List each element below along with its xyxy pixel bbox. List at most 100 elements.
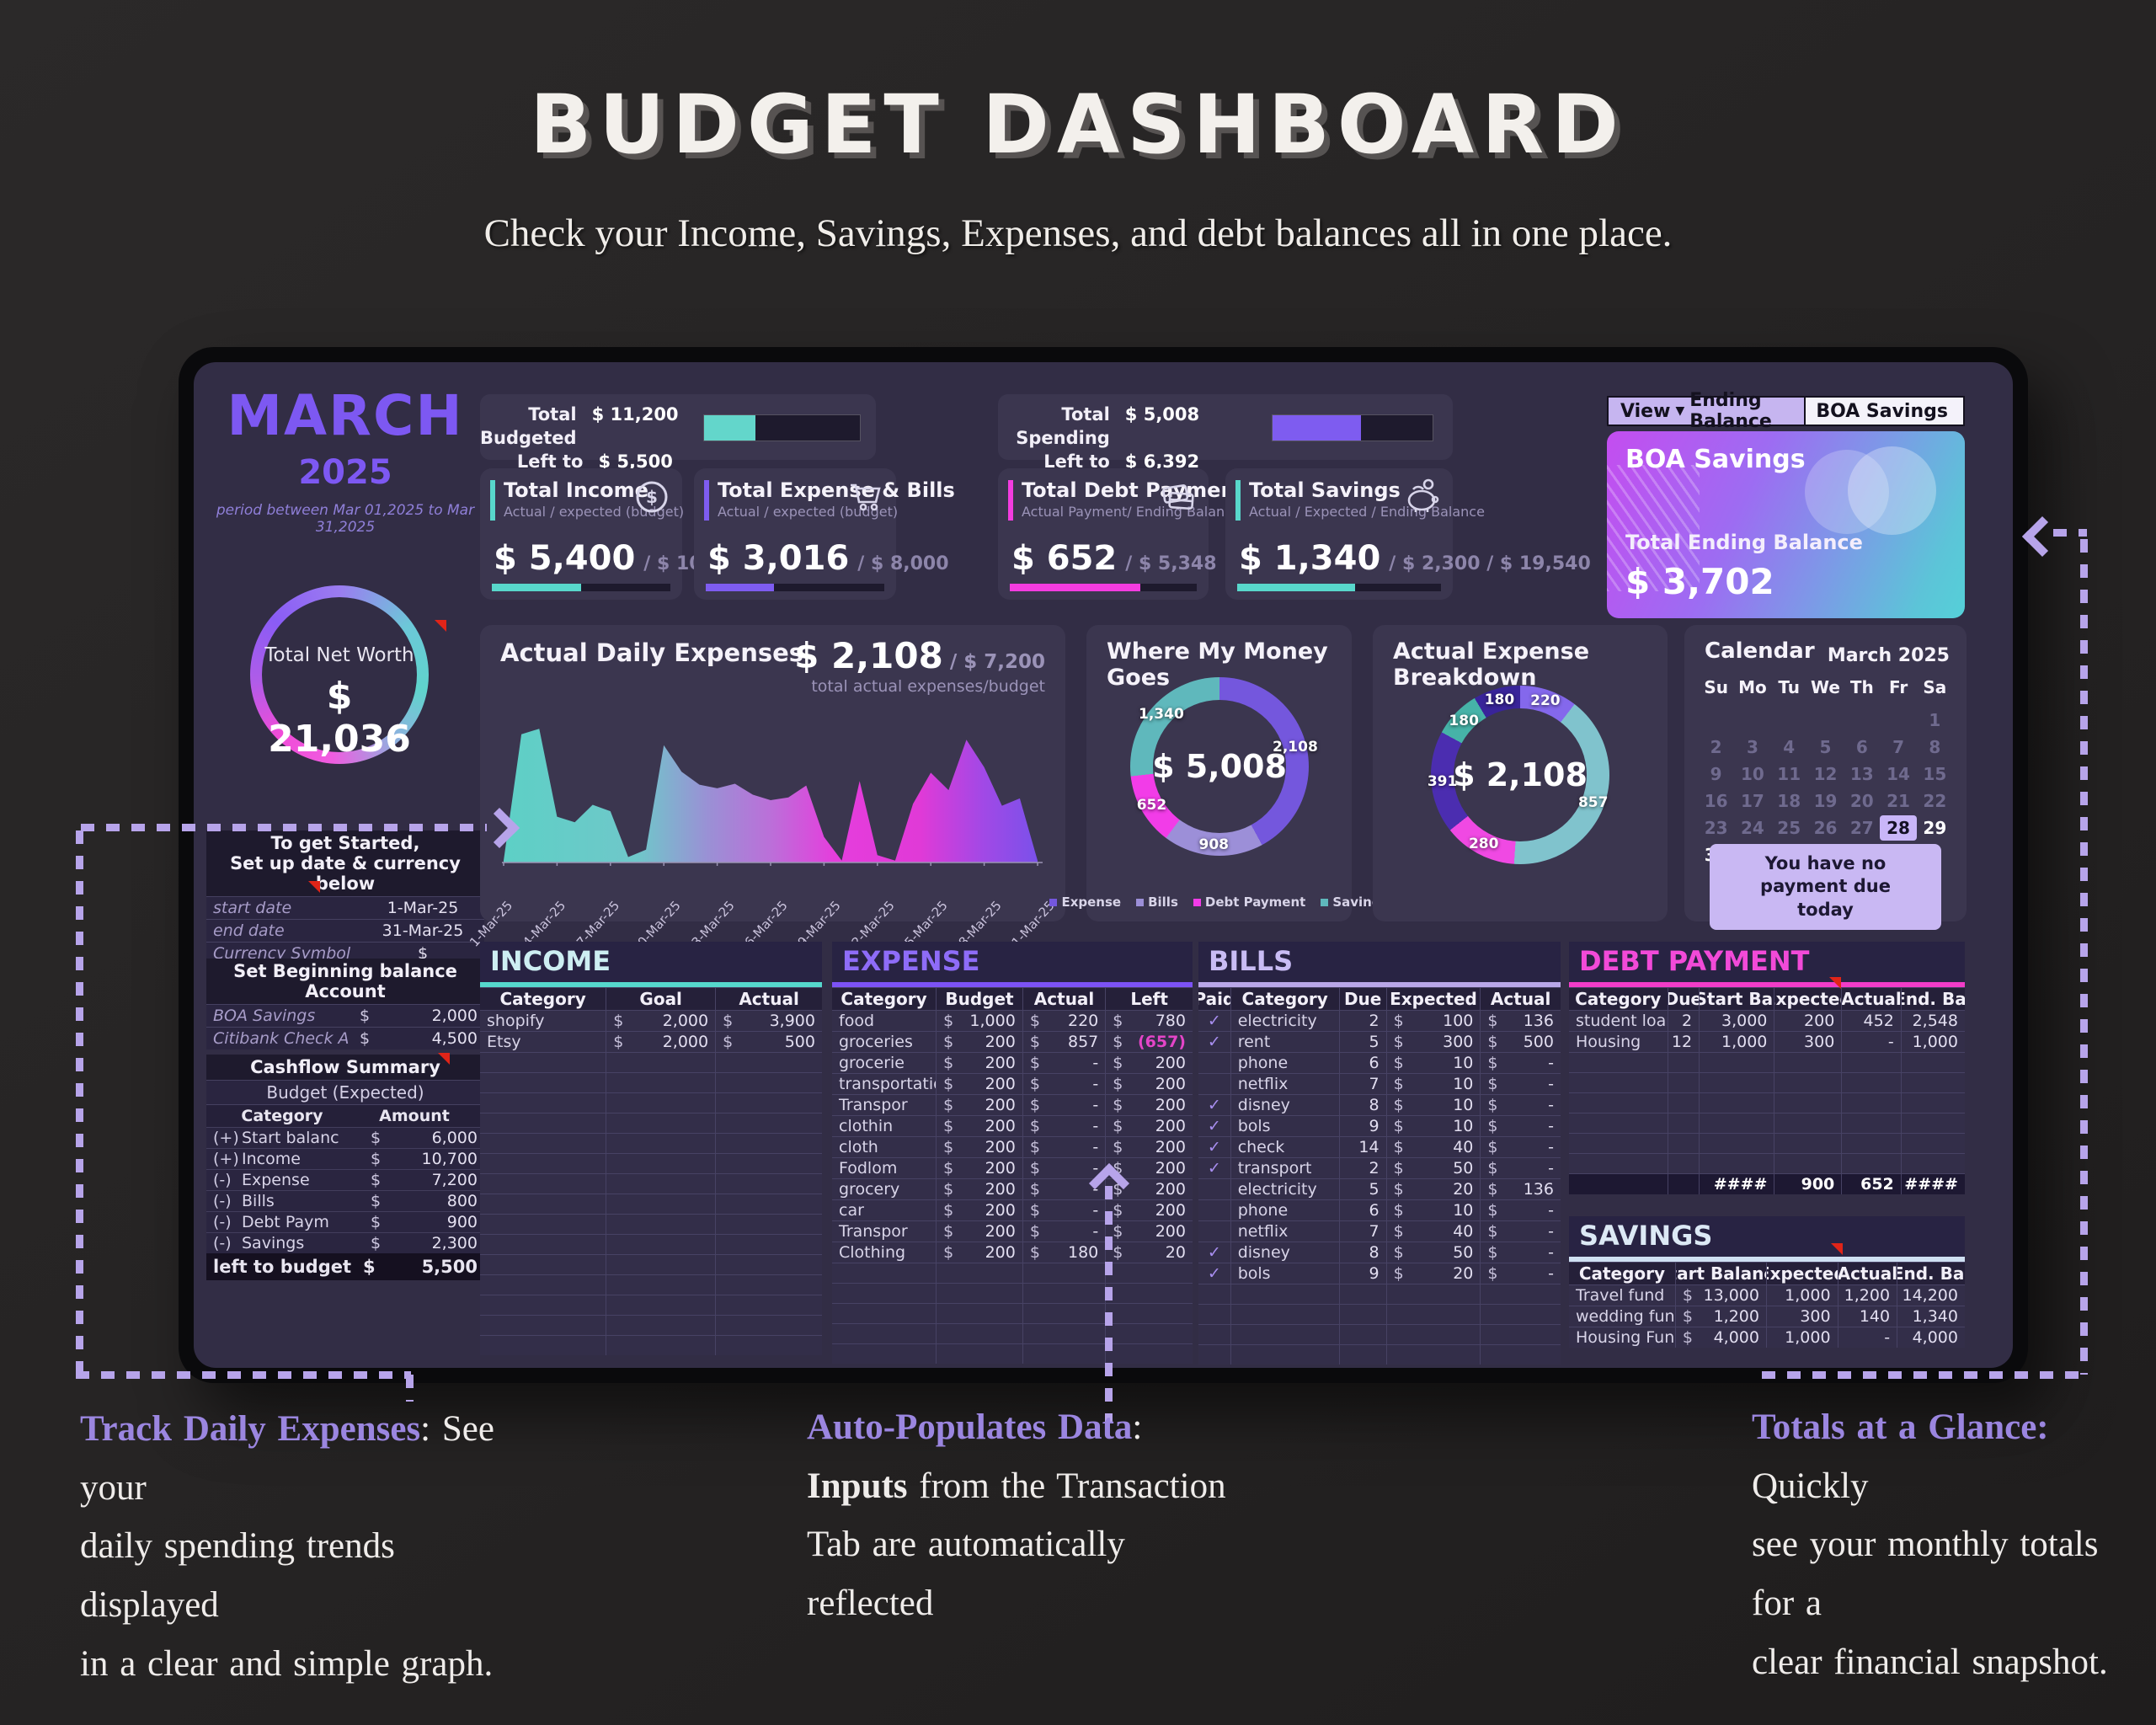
- table-row[interactable]: phone 6 $10 $ -: [1198, 1052, 1561, 1073]
- table-row[interactable]: ✓ disney 8 $50 $ -: [1198, 1242, 1561, 1263]
- table-row[interactable]: Etsy $2,000 $500: [480, 1031, 822, 1052]
- table-row-empty[interactable]: [480, 1092, 822, 1113]
- table-row[interactable]: student loan 2 3,000 200 452 2,548: [1569, 1010, 1965, 1031]
- table-row[interactable]: car $200 $ - $200: [832, 1199, 1193, 1220]
- paid-checkbox[interactable]: ✓: [1207, 1138, 1221, 1156]
- table-row-empty[interactable]: [1198, 1324, 1561, 1344]
- table-row[interactable]: Transpor $200 $ - $200: [832, 1220, 1193, 1242]
- payment-due-banner: You have no payment due today: [1710, 844, 1941, 930]
- table-row[interactable]: electricity 5 $20 $136: [1198, 1178, 1561, 1199]
- view-ending-balance-dropdown[interactable]: View ▼ Ending Balance: [1607, 390, 1805, 432]
- daily-expenses-chart-card: Actual Daily Expenses $ 2,108/ $ 7,200 t…: [467, 625, 1065, 956]
- table-row-empty[interactable]: [832, 1303, 1193, 1323]
- table-row[interactable]: clothin $200 $ - $200: [832, 1115, 1193, 1136]
- cashflow-row: (+) Income $10,700: [206, 1148, 484, 1169]
- table-row-empty[interactable]: [832, 1323, 1193, 1343]
- table-row[interactable]: Fodlom $200 $ - $200: [832, 1157, 1193, 1178]
- table-row[interactable]: food $1,000 $220 $780: [832, 1010, 1193, 1031]
- daily-chart-title: Actual Daily Expenses: [500, 638, 804, 667]
- table-row[interactable]: grocery $200 $ - $200: [832, 1178, 1193, 1199]
- table-row[interactable]: groceries $200 $857 $ (657): [832, 1031, 1193, 1052]
- calendar-day: 19: [1813, 791, 1838, 811]
- table-row-empty[interactable]: [480, 1133, 822, 1153]
- table-row-empty[interactable]: [480, 1113, 822, 1133]
- table-row-empty[interactable]: [480, 1173, 822, 1194]
- year-label: 2025: [298, 453, 392, 492]
- table-row[interactable]: Clothing $200 $180 $20: [832, 1242, 1193, 1263]
- table-row[interactable]: Housing 12 1,000 300-1,000: [1569, 1031, 1965, 1052]
- table-row[interactable]: phone 6 $10 $ -: [1198, 1199, 1561, 1220]
- selected-account[interactable]: BOA Savings: [1804, 396, 1965, 426]
- setup-row[interactable]: start date 1-Mar-25: [206, 896, 484, 919]
- paid-checkbox[interactable]: ✓: [1207, 1243, 1221, 1262]
- account-row[interactable]: Citibank Check A $4,500: [206, 1027, 484, 1049]
- table-row-empty[interactable]: [480, 1254, 822, 1274]
- table-row[interactable]: wedding fund $1,200 300 140 1,340: [1569, 1306, 1965, 1327]
- table-row[interactable]: ✓ rent 5 $300 $500: [1198, 1031, 1561, 1052]
- arrow-totals-glance: [2080, 539, 2088, 1375]
- paid-checkbox[interactable]: ✓: [1207, 1159, 1221, 1178]
- daily-chart-note: total actual expenses/budget: [811, 677, 1045, 696]
- table-title: DEBT PAYMENT: [1569, 942, 1965, 982]
- table-row[interactable]: ✓ bols 9 $20 $ -: [1198, 1263, 1561, 1284]
- arrow-totals-glance: [1762, 1371, 2084, 1379]
- table-row-empty[interactable]: [1198, 1284, 1561, 1304]
- table-row[interactable]: ✓ electricity 2 $100 $136: [1198, 1010, 1561, 1031]
- table-row[interactable]: netflix 7 $40 $ -: [1198, 1220, 1561, 1242]
- cashflow-title: Cashflow Summary: [206, 1055, 484, 1080]
- expense-breakdown-card: Actual Expense Breakdown $ 2,108 220 857 2…: [1373, 625, 1668, 921]
- table-row-empty[interactable]: [480, 1214, 822, 1234]
- table-row-empty[interactable]: [1198, 1344, 1561, 1365]
- weekday-label: Fr: [1888, 677, 1908, 697]
- month-label: MARCH: [227, 383, 464, 448]
- table-row-empty[interactable]: [832, 1283, 1193, 1303]
- table-row-empty[interactable]: [480, 1315, 822, 1335]
- period-label: period between Mar 01,2025 to Mar 31,202…: [216, 502, 475, 536]
- calendar-day: 15: [1923, 764, 1947, 784]
- table-row-empty[interactable]: [832, 1343, 1193, 1364]
- table-row-empty[interactable]: [480, 1194, 822, 1214]
- table-row-empty[interactable]: [480, 1234, 822, 1254]
- table-row-empty[interactable]: [1569, 1052, 1965, 1072]
- table-row-empty[interactable]: [1569, 1133, 1965, 1153]
- table-row-empty[interactable]: [480, 1052, 822, 1072]
- table-row-empty[interactable]: [832, 1263, 1193, 1283]
- table-row-empty[interactable]: [1569, 1072, 1965, 1092]
- paid-checkbox[interactable]: ✓: [1207, 1012, 1221, 1030]
- table-row[interactable]: grocerie $200 $ - $200: [832, 1052, 1193, 1073]
- table-row[interactable]: Housing Fund $4,000 1,000-4,000: [1569, 1327, 1965, 1348]
- daily-expenses-area-chart: [502, 729, 1043, 866]
- table-row[interactable]: transportatio $200 $ - $200: [832, 1073, 1193, 1094]
- table-row-empty[interactable]: [480, 1335, 822, 1355]
- table-total-row: #### 900 652 ####: [1569, 1173, 1965, 1194]
- account-row[interactable]: BOA Savings $2,000: [206, 1004, 484, 1027]
- table-row-empty[interactable]: [1569, 1113, 1965, 1133]
- table-row[interactable]: ✓ check 14 $40 $ -: [1198, 1136, 1561, 1157]
- table-row-empty[interactable]: [1569, 1092, 1965, 1113]
- table-row[interactable]: netflix 7 $10 $ -: [1198, 1073, 1561, 1094]
- table-row[interactable]: shopify $2,000 $3,900: [480, 1010, 822, 1031]
- table-row-empty[interactable]: [480, 1072, 822, 1092]
- coin-icon: $: [632, 477, 672, 517]
- table-row[interactable]: ✓ bols 9 $10 $ -: [1198, 1115, 1561, 1136]
- paid-checkbox[interactable]: ✓: [1207, 1096, 1221, 1114]
- table-row[interactable]: cloth $200 $ - $200: [832, 1136, 1193, 1157]
- table-row-empty[interactable]: [480, 1295, 822, 1315]
- table-header: Category Goal Actual: [480, 987, 822, 1010]
- table-row[interactable]: Transpor $200 $ - $200: [832, 1094, 1193, 1115]
- legend-item: Debt Payment: [1193, 895, 1305, 910]
- paid-checkbox[interactable]: ✓: [1207, 1264, 1221, 1283]
- decor-circle: [1848, 446, 1936, 535]
- income-table: INCOME Category Goal Actual shopify $2,000 $3,…: [480, 942, 822, 1355]
- table-row[interactable]: ✓ transport 2 $50 $ -: [1198, 1157, 1561, 1178]
- table-row-empty[interactable]: [480, 1274, 822, 1295]
- paid-checkbox[interactable]: ✓: [1207, 1033, 1221, 1051]
- table-row[interactable]: Travel fund $13,000 1,000 1,200 14,200: [1569, 1284, 1965, 1306]
- table-row[interactable]: ✓ disney 8 $10 $ -: [1198, 1094, 1561, 1115]
- table-row-empty[interactable]: [1198, 1304, 1561, 1324]
- setup-row[interactable]: end date 31-Mar-25: [206, 919, 484, 942]
- weekday-label: Su: [1704, 677, 1728, 697]
- paid-checkbox[interactable]: ✓: [1207, 1117, 1221, 1135]
- table-row-empty[interactable]: [1569, 1153, 1965, 1173]
- table-row-empty[interactable]: [480, 1153, 822, 1173]
